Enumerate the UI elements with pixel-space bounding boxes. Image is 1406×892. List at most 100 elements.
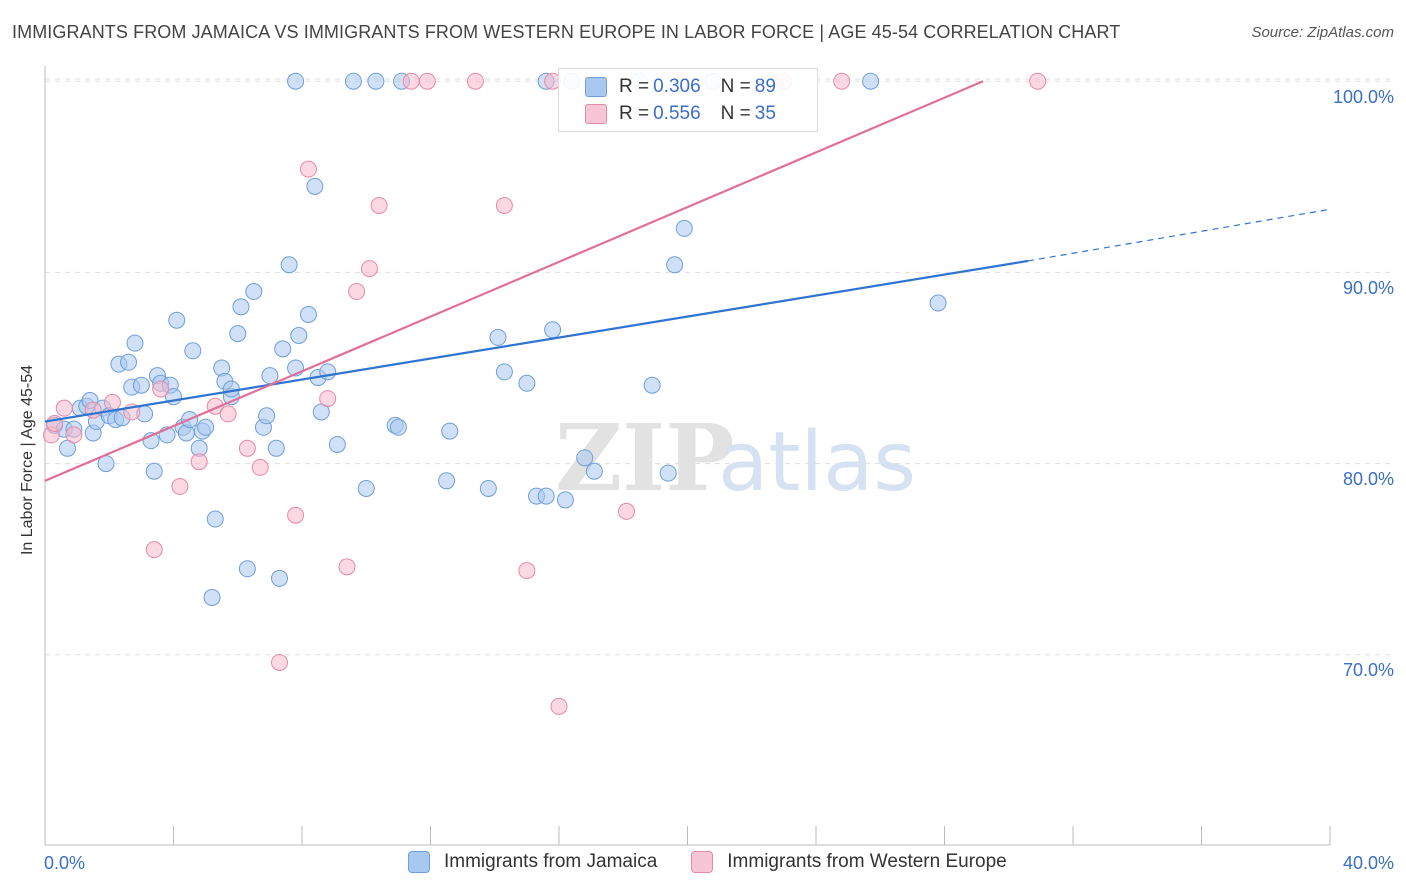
data-point-jamaica <box>659 464 677 482</box>
data-point-jamaica <box>229 325 247 343</box>
data-point-weurope <box>219 405 237 423</box>
data-point-weurope <box>46 414 64 432</box>
watermark-atlas: atlas <box>718 415 916 510</box>
trend-line-jamaica <box>44 259 1029 423</box>
data-point-jamaica <box>319 363 337 381</box>
series-name-jamaica: Immigrants from Jamaica <box>444 851 658 872</box>
data-point-jamaica <box>367 72 385 90</box>
data-point-jamaica <box>643 376 661 394</box>
data-point-weurope <box>550 697 568 715</box>
data-point-jamaica <box>675 219 693 237</box>
data-point-weurope <box>299 160 317 178</box>
series-legend-jamaica: Immigrants from Jamaica <box>408 851 657 873</box>
y-tick-label-90: 90.0% <box>1342 278 1394 298</box>
data-point-weurope <box>360 260 378 278</box>
x-tick-label-min: 0.0% <box>44 853 86 873</box>
data-point-jamaica <box>479 479 497 497</box>
legend-r-label: R = <box>619 76 650 97</box>
data-point-jamaica <box>271 569 289 587</box>
chart-title: IMMIGRANTS FROM JAMAICA VS IMMIGRANTS FR… <box>12 22 1121 42</box>
data-point-jamaica <box>328 435 346 453</box>
legend-r-label: R = <box>619 103 650 124</box>
series-swatch-jamaica <box>408 851 430 873</box>
legend-n-value: 89 <box>754 76 776 97</box>
y-tick-label-100: 100.0% <box>1332 87 1394 107</box>
data-point-jamaica <box>585 462 603 480</box>
correlation-legend: R = 0.306 N = 89 R = 0.556 N = 35 <box>558 68 818 132</box>
data-point-jamaica <box>357 479 375 497</box>
data-point-jamaica <box>238 560 256 578</box>
data-point-jamaica <box>280 256 298 274</box>
data-point-weurope <box>271 653 289 671</box>
data-point-weurope <box>495 196 513 214</box>
data-point-weurope <box>287 506 305 524</box>
data-point-weurope <box>418 72 436 90</box>
data-point-jamaica <box>222 380 240 398</box>
series-name-weurope: Immigrants from Western Europe <box>727 851 1007 872</box>
data-point-jamaica <box>267 439 285 457</box>
data-point-jamaica <box>537 487 555 505</box>
legend-swatch-weurope <box>585 104 607 124</box>
data-point-weurope <box>319 390 337 408</box>
data-point-jamaica <box>120 353 138 371</box>
legend-row-jamaica: R = 0.306 N = 89 <box>585 75 776 99</box>
data-point-weurope <box>617 502 635 520</box>
data-point-weurope <box>152 380 170 398</box>
data-point-weurope <box>55 399 73 417</box>
data-point-jamaica <box>197 418 215 436</box>
data-point-jamaica <box>245 283 263 301</box>
legend-r-value: 0.306 <box>653 76 701 97</box>
legend-r-value: 0.556 <box>653 103 701 124</box>
legend-n-label: N = <box>720 103 751 124</box>
y-tick-label-80: 80.0% <box>1342 469 1394 489</box>
legend-row-weurope: R = 0.556 N = 35 <box>585 102 776 126</box>
legend-swatch-jamaica <box>585 77 607 97</box>
data-point-weurope <box>190 453 208 471</box>
data-point-weurope <box>238 439 256 457</box>
data-point-jamaica <box>287 72 305 90</box>
series-legend: Immigrants from Jamaica Immigrants from … <box>408 851 1041 873</box>
data-point-jamaica <box>306 177 324 195</box>
series-legend-weurope: Immigrants from Western Europe <box>691 851 1007 873</box>
data-point-weurope <box>171 478 189 496</box>
data-point-weurope <box>466 72 484 90</box>
data-point-weurope <box>338 558 356 576</box>
data-point-weurope <box>370 196 388 214</box>
data-point-weurope <box>348 283 366 301</box>
data-point-jamaica <box>290 326 308 344</box>
data-point-weurope <box>1029 72 1047 90</box>
data-point-jamaica <box>556 491 574 509</box>
data-point-jamaica <box>261 367 279 385</box>
series-swatch-weurope <box>691 851 714 873</box>
data-point-weurope <box>518 562 536 580</box>
data-point-jamaica <box>203 588 221 606</box>
data-point-jamaica <box>438 472 456 490</box>
data-point-jamaica <box>576 449 594 467</box>
data-point-weurope <box>103 393 121 411</box>
data-point-jamaica <box>274 340 292 358</box>
data-point-jamaica <box>168 311 186 329</box>
legend-n-label: N = <box>720 76 751 97</box>
data-point-weurope <box>251 458 269 476</box>
data-point-jamaica <box>299 305 317 323</box>
data-point-jamaica <box>441 422 459 440</box>
data-point-weurope <box>145 541 163 559</box>
data-point-jamaica <box>206 510 224 528</box>
data-point-jamaica <box>929 294 947 312</box>
x-tick-label-max: 40.0% <box>1342 853 1394 873</box>
trend-line-extension-jamaica <box>1027 208 1331 262</box>
data-point-jamaica <box>666 256 684 274</box>
data-point-jamaica <box>126 334 144 352</box>
data-point-jamaica <box>495 363 513 381</box>
data-point-jamaica <box>489 328 507 346</box>
data-point-jamaica <box>389 418 407 436</box>
data-point-jamaica <box>862 72 880 90</box>
data-point-jamaica <box>544 321 562 339</box>
data-point-weurope <box>402 72 420 90</box>
data-point-jamaica <box>258 407 276 425</box>
data-point-jamaica <box>344 72 362 90</box>
data-point-weurope <box>833 72 851 90</box>
trend-line-weurope <box>44 80 984 482</box>
source-credit: Source: ZipAtlas.com <box>1251 24 1394 41</box>
